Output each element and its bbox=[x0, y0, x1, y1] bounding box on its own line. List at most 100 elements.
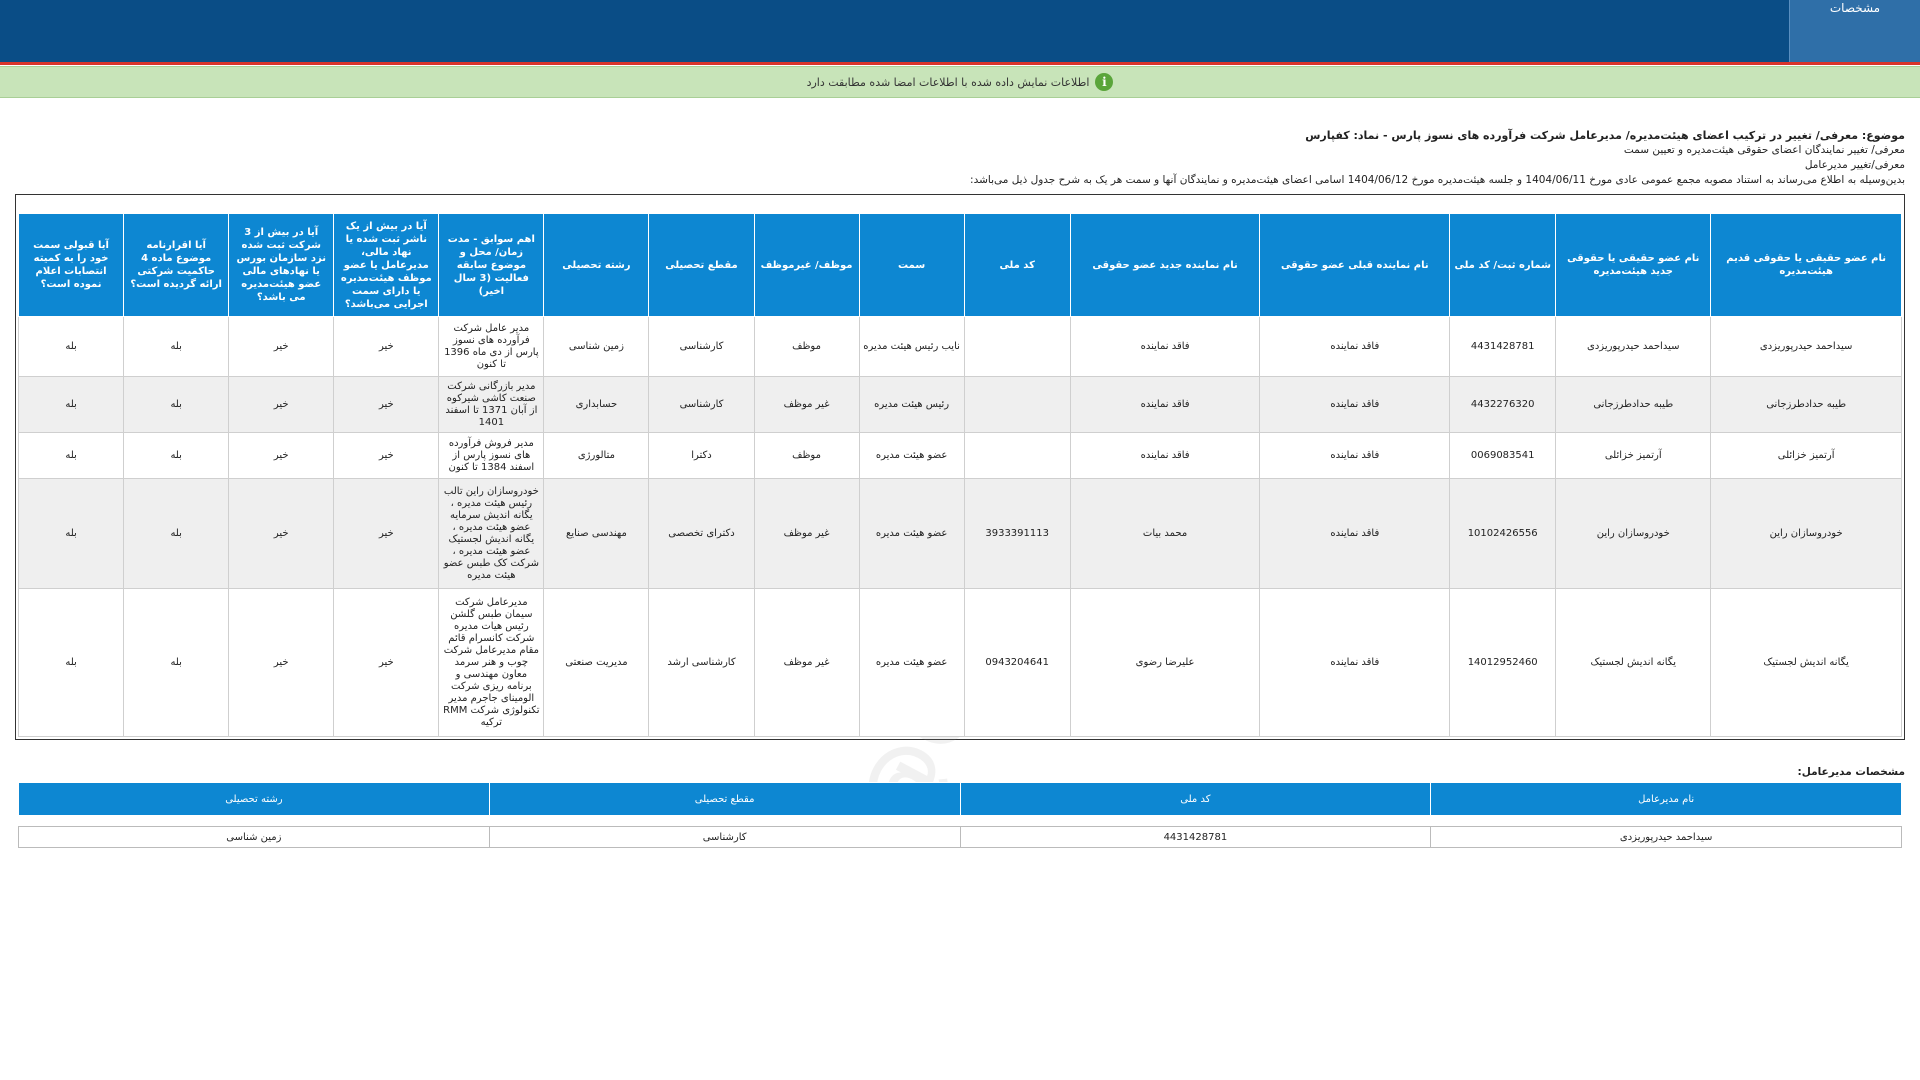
cell: خیر bbox=[333, 316, 440, 377]
table-row: آرتمیز خزائلی آرتمیز خزائلی 0069083541 ف… bbox=[17, 432, 1902, 479]
subject-line-1: معرفی/ تغییر نمایندگان اعضای حقوقی هیئت‌… bbox=[1623, 144, 1905, 156]
cell bbox=[963, 376, 1071, 433]
cell: رئیس هیئت مدیره bbox=[858, 376, 965, 433]
cell: فاقد نماینده bbox=[1069, 316, 1261, 377]
col-header: نام عضو حقیقی یا حقوقی قدیم هیئت‌مدیره bbox=[1710, 213, 1902, 317]
col-header: نام مدیرعامل bbox=[1430, 782, 1902, 816]
cell: سیداحمد حیدرپوریزدی bbox=[1710, 316, 1902, 377]
cell: سیداحمد حیدرپوریزدی bbox=[1430, 826, 1902, 848]
cell: فاقد نماینده bbox=[1069, 376, 1261, 433]
cell: فاقد نماینده bbox=[1069, 432, 1261, 479]
cell: خیر bbox=[228, 376, 335, 433]
top-navigation-bar: مشخصات bbox=[0, 0, 1920, 65]
cell: محمد بیات bbox=[1069, 478, 1261, 589]
col-header: رشته تحصیلی bbox=[18, 782, 490, 816]
cell: مدیر بازرگانی شرکت صنعت کاشی شیرکوه از آ… bbox=[438, 376, 545, 433]
manager-header-row: نام مدیرعامل کد ملی مقطع تحصیلی رشته تحص… bbox=[18, 782, 1902, 816]
cell: خیر bbox=[228, 316, 335, 377]
col-header: آیا در بیش از 3 شرکت ثبت شده نزد سازمان … bbox=[228, 213, 335, 317]
cell: زمین شناسی bbox=[18, 826, 490, 848]
col-header: شماره ثبت/ کد ملی bbox=[1449, 213, 1557, 317]
cell: عضو هیئت مدیره bbox=[858, 478, 965, 589]
cell: زمین شناسی bbox=[543, 316, 650, 377]
col-header: رشته تحصیلی bbox=[543, 213, 650, 317]
col-header: مقطع تحصیلی bbox=[648, 213, 755, 317]
subject-block: موضوع: معرفی/ تغییر در ترکیب اعضای هیئت‌… bbox=[25, 128, 1905, 188]
cell: کارشناسی bbox=[648, 316, 755, 377]
board-table-header-row: نام عضو حقیقی یا حقوقی قدیم هیئت‌مدیره ن… bbox=[17, 213, 1902, 317]
cell: کارشناسی bbox=[648, 376, 755, 433]
cell: 0943204641 bbox=[963, 588, 1071, 737]
table-row: خودروسازان راین خودروسازان راین 10102426… bbox=[17, 478, 1902, 589]
spacer-row bbox=[18, 815, 1902, 827]
cell: مدیرعامل شرکت سیمان طبس گلشن رئیس هیات م… bbox=[438, 588, 545, 737]
table-row: طیبه حدادطرزجانی طیبه حدادطرزجانی 443227… bbox=[17, 376, 1902, 433]
cell: طیبه حدادطرزجانی bbox=[1555, 376, 1712, 433]
cell: طیبه حدادطرزجانی bbox=[1710, 376, 1902, 433]
cell: 3933391113 bbox=[963, 478, 1071, 589]
cell: بله bbox=[123, 376, 230, 433]
cell: فاقد نماینده bbox=[1259, 376, 1451, 433]
cell: 0069083541 bbox=[1449, 432, 1557, 479]
subject-title: موضوع: معرفی/ تغییر در ترکیب اعضای هیئت‌… bbox=[1305, 129, 1905, 142]
cell: خیر bbox=[228, 432, 335, 479]
cell: 14012952460 bbox=[1449, 588, 1557, 737]
cell: فاقد نماینده bbox=[1259, 432, 1451, 479]
col-header: کد ملی bbox=[963, 213, 1071, 317]
cell: خیر bbox=[228, 588, 335, 737]
cell: خودروسازان راین bbox=[1555, 478, 1712, 589]
verification-notice: i اطلاعات نمایش داده شده با اطلاعات امضا… bbox=[0, 66, 1920, 98]
col-header: سمت bbox=[858, 213, 965, 317]
board-members-table: نام عضو حقیقی یا حقوقی قدیم هیئت‌مدیره ن… bbox=[17, 213, 1902, 737]
cell: خیر bbox=[333, 376, 440, 433]
cell: فاقد نماینده bbox=[1259, 316, 1451, 377]
col-header: کد ملی bbox=[959, 782, 1432, 816]
col-header: نام عضو حقیقی یا حقوقی جدید هیئت‌مدیره bbox=[1555, 213, 1712, 317]
cell: خیر bbox=[333, 478, 440, 589]
cell: غیر موظف bbox=[753, 376, 860, 433]
cell: خیر bbox=[333, 588, 440, 737]
col-header: آیا قبولی سمت خود را به کمیته انتصابات ا… bbox=[17, 213, 125, 317]
cell: 4431428781 bbox=[959, 826, 1432, 848]
cell: علیرضا رضوی bbox=[1069, 588, 1261, 737]
col-header: موظف/ غیرموظف bbox=[753, 213, 860, 317]
cell: بله bbox=[123, 432, 230, 479]
cell: بله bbox=[123, 316, 230, 377]
cell: آرتمیز خزائلی bbox=[1710, 432, 1902, 479]
tab-specifications[interactable]: مشخصات bbox=[1789, 0, 1920, 62]
cell: متالورژی bbox=[543, 432, 650, 479]
cell: خیر bbox=[228, 478, 335, 589]
table-row: سیداحمد حیدرپوریزدی 4431428781 کارشناسی … bbox=[18, 826, 1902, 848]
cell: 4431428781 bbox=[1449, 316, 1557, 377]
cell: حسابداری bbox=[543, 376, 650, 433]
cell: نایب رئیس هیئت مدیره bbox=[858, 316, 965, 377]
cell: بله bbox=[123, 588, 230, 737]
manager-table: نام مدیرعامل کد ملی مقطع تحصیلی رشته تحص… bbox=[18, 782, 1902, 848]
table-row: سیداحمد حیدرپوریزدی سیداحمد حیدرپوریزدی … bbox=[17, 316, 1902, 377]
col-header: آیا اقرارنامه موضوع ماده 4 حاکمیت شرکتی … bbox=[123, 213, 230, 317]
cell: یگانه اندیش لجستیک bbox=[1555, 588, 1712, 737]
cell: موظف bbox=[753, 316, 860, 377]
cell: سیداحمد حیدرپوریزدی bbox=[1555, 316, 1712, 377]
cell: بله bbox=[17, 316, 125, 377]
cell: خودروسازان راین تالب رئیس هیئت مدیره ، ی… bbox=[438, 478, 545, 589]
col-header: آیا در بیش از یک ناشر ثبت شده یا نهاد ما… bbox=[333, 213, 440, 317]
cell: عضو هیئت مدیره bbox=[858, 432, 965, 479]
cell: غیر موظف bbox=[753, 588, 860, 737]
manager-section-title: مشخصات مدیرعامل: bbox=[1797, 766, 1905, 778]
col-header: مقطع تحصیلی bbox=[488, 782, 961, 816]
cell: فاقد نماینده bbox=[1259, 478, 1451, 589]
subject-line-2: معرفی/تغییر مدیرعامل bbox=[1804, 159, 1905, 171]
col-header: نام نماینده جدید عضو حقوقی bbox=[1069, 213, 1261, 317]
cell: مدیریت صنعتی bbox=[543, 588, 650, 737]
cell: خیر bbox=[333, 432, 440, 479]
cell bbox=[963, 432, 1071, 479]
cell: یگانه اندیش لجستیک bbox=[1710, 588, 1902, 737]
cell: مدیر عامل شرکت فرآورده های نسوز پارس از … bbox=[438, 316, 545, 377]
board-table-frame bbox=[15, 194, 1905, 740]
info-icon: i bbox=[1095, 73, 1114, 91]
cell: کارشناسی bbox=[488, 826, 961, 848]
col-header: اهم سوابق - مدت زمان/ محل و موضوع سابقه … bbox=[438, 213, 545, 317]
cell: عضو هیئت مدیره bbox=[858, 588, 965, 737]
col-header: نام نماینده قبلی عضو حقوقی bbox=[1259, 213, 1451, 317]
